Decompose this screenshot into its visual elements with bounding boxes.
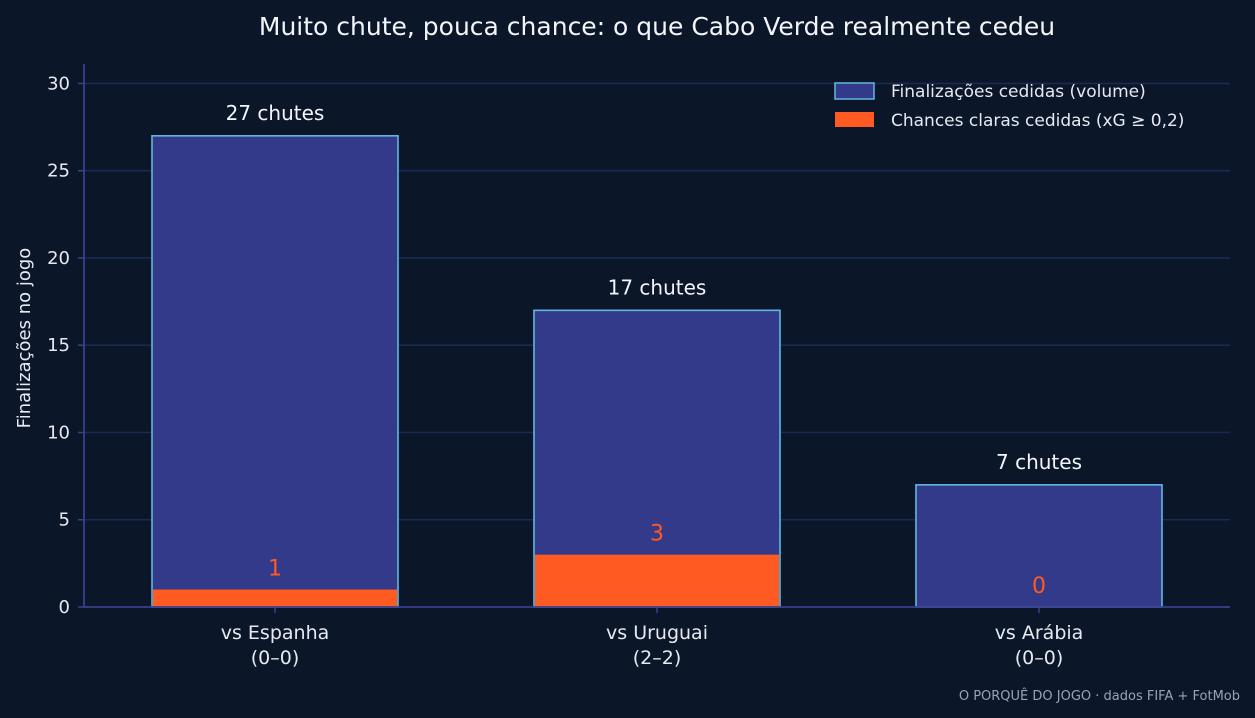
bar-volume	[915, 484, 1163, 608]
bar-clear-chances	[153, 589, 397, 607]
legend-label-clear-chances: Chances claras cedidas (xG ≥ 0,2)	[891, 111, 1184, 131]
y-tick-label: 5	[59, 510, 70, 531]
x-tick-sublabel: (0–0)	[251, 647, 300, 669]
x-tick-sublabel: (0–0)	[1015, 647, 1064, 669]
chart-title: Muito chute, pouca chance: o que Cabo Ve…	[259, 12, 1055, 41]
y-tick-label: 0	[59, 597, 70, 618]
axes	[78, 64, 1230, 613]
legend-swatch-clear-chances	[835, 112, 874, 127]
y-tick-label: 20	[47, 248, 70, 269]
bars	[151, 135, 1163, 608]
bar-clear-label: 3	[650, 522, 664, 547]
bar-volume	[151, 135, 399, 608]
bar-volume-label: 7 chutes	[996, 450, 1082, 474]
y-axis-label: Finalizações no jogo	[14, 248, 35, 429]
bar-clear-label: 0	[1032, 574, 1046, 599]
bar-clear-chances	[535, 554, 779, 607]
y-tick-label: 30	[47, 73, 70, 94]
footer-credit: O PORQUÊ DO JOGO · dados FIFA + FotMob	[959, 688, 1240, 704]
legend-swatch-volume	[834, 82, 875, 100]
x-tick-label: vs Espanha	[221, 622, 330, 644]
y-tick-label: 25	[47, 161, 70, 182]
bar-clear-label: 1	[268, 557, 282, 582]
x-tick-label: vs Uruguai	[606, 622, 708, 644]
legend-label-volume: Finalizações cedidas (volume)	[891, 82, 1146, 102]
x-tick-label: vs Arábia	[995, 622, 1084, 644]
x-tick-sublabel: (2–2)	[633, 647, 682, 669]
y-tick-label: 10	[47, 422, 70, 443]
bar-volume-label: 27 chutes	[226, 101, 325, 125]
y-tick-label: 15	[47, 335, 70, 356]
bar-volume-label: 17 chutes	[608, 275, 707, 299]
legend: Finalizações cedidas (volume) Chances cla…	[834, 82, 1184, 131]
